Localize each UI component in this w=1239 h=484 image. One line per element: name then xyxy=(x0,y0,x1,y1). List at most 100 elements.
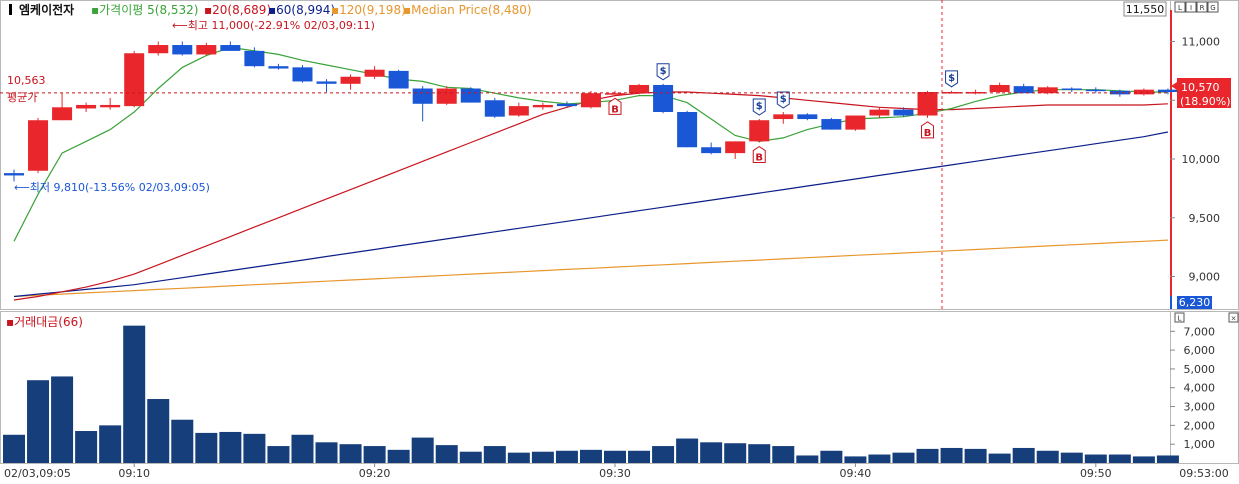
candle xyxy=(220,41,241,51)
volume-bar xyxy=(1108,454,1131,463)
candle-body xyxy=(196,45,217,55)
candle-body xyxy=(388,70,409,89)
sell-signal-badge xyxy=(656,63,670,81)
sell-signal-badge xyxy=(776,91,790,109)
candle-body xyxy=(28,120,49,171)
corner-icon-i[interactable] xyxy=(1185,1,1197,13)
candle xyxy=(172,41,193,56)
legend-price-ma: ▪가격이평 5(8,532) xyxy=(91,3,199,17)
volume-tick-label: 3,000 xyxy=(1184,401,1216,414)
candle xyxy=(460,87,481,103)
volume-bar xyxy=(315,442,338,463)
avg-price-label: 평균가 xyxy=(7,91,37,104)
volume-bar xyxy=(459,451,482,463)
volume-bar xyxy=(868,454,891,463)
volume-bar xyxy=(964,448,987,463)
candle-body xyxy=(917,92,938,116)
candle xyxy=(1133,88,1154,96)
candle-body xyxy=(100,104,121,108)
volume-bar xyxy=(748,444,771,463)
volume-bar xyxy=(772,446,795,463)
sell-signal-badge xyxy=(945,70,959,88)
volume-bar xyxy=(507,452,530,463)
candle-body xyxy=(340,76,361,84)
volume-bar xyxy=(531,451,554,463)
candle xyxy=(436,86,457,105)
volume-bar xyxy=(604,450,626,463)
candle-body xyxy=(244,50,265,67)
candle xyxy=(100,97,121,110)
volume-corner-l-icon[interactable] xyxy=(1174,312,1185,323)
candle xyxy=(340,74,361,90)
candle xyxy=(4,169,24,182)
candle-body xyxy=(1013,86,1034,94)
price-tick-label: 11,000 xyxy=(1182,36,1221,49)
volume-bar xyxy=(1084,454,1107,463)
time-tick-label: 09:10 xyxy=(118,467,150,480)
candle xyxy=(1109,89,1130,97)
corner-icon-letter: I xyxy=(1190,4,1192,12)
corner-icon-l[interactable] xyxy=(1174,1,1186,13)
candle xyxy=(917,90,938,118)
volume-bar xyxy=(267,446,290,463)
volume-bar xyxy=(219,431,242,463)
volume-tick-label: 6,000 xyxy=(1184,344,1216,357)
candle-body xyxy=(797,114,818,120)
sell-signal-letter: $ xyxy=(660,66,667,77)
volume-bar xyxy=(147,399,170,463)
candle-body xyxy=(965,92,986,94)
volume-corner-close-icon[interactable] xyxy=(1228,312,1239,323)
volume-bar xyxy=(652,446,675,463)
candle-body xyxy=(1061,88,1082,90)
candle-body xyxy=(148,45,169,54)
candle xyxy=(484,97,505,118)
candle-body xyxy=(869,109,890,116)
time-tick-label: 09:53:00 xyxy=(1179,467,1228,480)
volume-bar xyxy=(435,445,458,463)
legend-ma60: ▪60(8,994) xyxy=(268,3,335,17)
ma120-line xyxy=(13,239,1168,298)
candle-body xyxy=(845,115,866,130)
corner-icon-r[interactable] xyxy=(1196,1,1208,13)
candle xyxy=(292,65,313,83)
volume-bar xyxy=(988,453,1011,463)
corner-icon-g[interactable] xyxy=(1207,1,1219,13)
volume-bar xyxy=(796,455,819,463)
candle-body xyxy=(580,93,601,108)
buy-signal-badge xyxy=(608,97,622,115)
candle xyxy=(725,141,746,159)
buy-signal-letter: B xyxy=(924,128,932,139)
volume-tick-label: 1,000 xyxy=(1184,438,1216,451)
volume-axis-frame xyxy=(1170,311,1239,464)
candle-body xyxy=(629,84,650,94)
price-tick-label: 9,000 xyxy=(1189,271,1221,284)
buy-signal-letter: B xyxy=(755,153,763,164)
volume-corner-icons[interactable]: L × xyxy=(1174,312,1239,323)
candle xyxy=(1013,83,1034,94)
candle-body xyxy=(292,67,313,82)
time-tick-label: 09:40 xyxy=(840,467,872,480)
volume-bar xyxy=(1036,450,1059,463)
candle xyxy=(364,66,385,80)
corner-icon-letter: G xyxy=(1210,4,1215,12)
avg-price-value: 10,563 xyxy=(7,74,46,87)
candle-body xyxy=(725,141,746,154)
volume-bar xyxy=(844,456,867,463)
candle-body xyxy=(1109,90,1130,95)
candle-body xyxy=(941,92,962,94)
volume-bar xyxy=(676,438,699,463)
volume-bar xyxy=(27,380,50,463)
corner-icon-letter: L xyxy=(1178,4,1182,12)
candle-body xyxy=(1037,87,1058,94)
candle-body xyxy=(172,45,193,55)
volume-bar xyxy=(75,431,98,463)
price-min-box xyxy=(1177,296,1212,309)
volume-bar xyxy=(243,433,266,463)
volume-bar xyxy=(1060,452,1083,463)
corner-icon-letter: R xyxy=(1200,4,1205,12)
volume-bar xyxy=(700,442,723,463)
candle xyxy=(821,117,842,130)
candle xyxy=(893,107,914,117)
candle-body xyxy=(773,114,794,120)
